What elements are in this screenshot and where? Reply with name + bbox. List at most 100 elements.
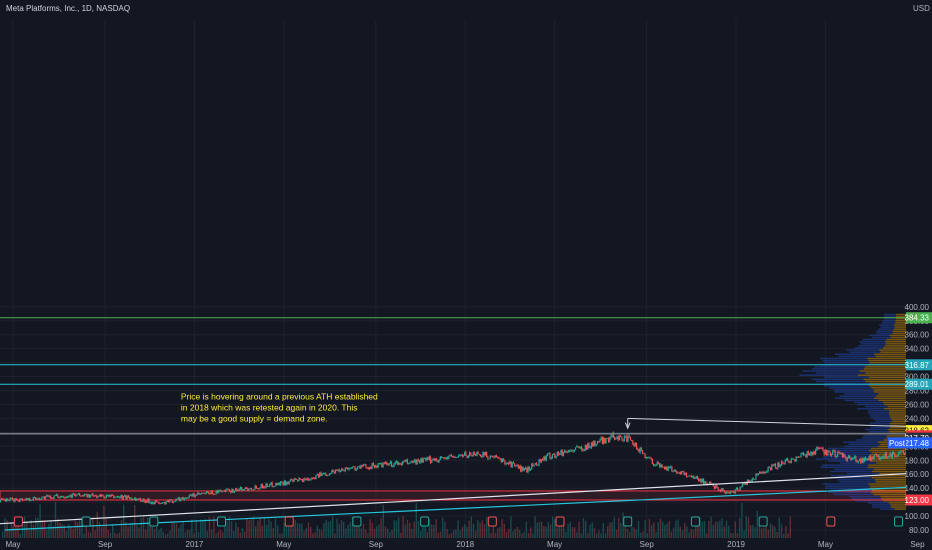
earnings-marker[interactable] — [284, 516, 294, 527]
candle-body — [570, 450, 572, 452]
candle-body — [627, 436, 629, 442]
x-tick-label: Sep — [910, 540, 925, 549]
candle-body — [476, 452, 478, 456]
volume-bar — [512, 531, 514, 538]
candle-body — [511, 462, 513, 468]
profile-bar — [869, 376, 906, 379]
earnings-marker[interactable] — [487, 516, 497, 527]
volume-bar — [510, 516, 512, 538]
candle-body — [672, 471, 674, 473]
volume-bar — [299, 523, 301, 538]
volume-bar — [651, 524, 653, 538]
volume-bar — [26, 521, 28, 538]
candle-body — [599, 439, 601, 442]
earnings-marker[interactable] — [13, 516, 23, 527]
volume-bar — [98, 521, 101, 538]
profile-bar — [863, 435, 887, 437]
volume-bar — [83, 533, 85, 538]
candle-body — [745, 482, 747, 485]
profile-bar — [871, 491, 906, 494]
post-price-tag-post — [888, 437, 906, 449]
volume-bar — [450, 532, 453, 538]
candle-body — [763, 472, 766, 474]
profile-bar — [820, 466, 868, 469]
profile-bar — [854, 401, 883, 404]
earnings-marker[interactable] — [894, 516, 904, 527]
volume-bar — [739, 517, 741, 538]
profile-bar — [859, 370, 906, 372]
volume-bar — [499, 526, 501, 538]
earnings-marker[interactable] — [149, 516, 159, 527]
candle-body — [305, 479, 307, 480]
candle-body — [768, 467, 770, 469]
candle-body — [16, 499, 19, 501]
profile-bar — [881, 497, 906, 500]
earnings-marker[interactable] — [623, 516, 633, 527]
time-axis[interactable]: MaySep2017MaySep2018MaySep2019MaySep2020… — [5, 540, 932, 549]
candle-body — [231, 489, 233, 493]
earnings-marker[interactable] — [826, 516, 836, 527]
candle-body — [288, 481, 290, 484]
earnings-marker[interactable] — [758, 516, 768, 527]
candle-body — [531, 463, 533, 470]
volume-bar — [587, 532, 589, 538]
profile-bar — [829, 451, 872, 454]
earnings-markers[interactable] — [13, 516, 932, 527]
candle-body — [791, 458, 794, 460]
candle-body — [377, 463, 379, 468]
candle-body — [565, 450, 567, 453]
volume-bar — [538, 521, 541, 538]
candle-body — [585, 444, 588, 450]
first-trendline[interactable] — [0, 423, 932, 528]
candle-body — [840, 453, 842, 455]
candle-body — [498, 457, 500, 459]
candle-body — [816, 446, 818, 450]
candle-body — [581, 447, 583, 450]
x-tick-label: May — [5, 540, 20, 549]
candle-body — [622, 439, 624, 441]
volume-bar — [195, 519, 197, 538]
volume-bar — [224, 519, 226, 538]
volume-bar — [281, 533, 283, 538]
earnings-marker[interactable] — [352, 516, 362, 527]
volume-bar — [398, 517, 400, 538]
earnings-marker[interactable] — [420, 516, 430, 527]
volume-bar — [574, 527, 576, 538]
profile-bar — [826, 485, 871, 487]
candle-body — [807, 451, 809, 455]
volume-bar — [695, 516, 697, 538]
candle-body — [886, 457, 889, 459]
volume-bar — [648, 518, 651, 538]
volume-bar — [479, 522, 481, 538]
profile-bar — [863, 378, 906, 381]
earnings-marker[interactable] — [555, 516, 565, 527]
candle-body — [600, 437, 602, 440]
horizontal-levels[interactable] — [0, 317, 906, 501]
candle-body — [815, 449, 817, 455]
candle-body — [780, 461, 783, 466]
candle-body — [147, 498, 149, 503]
earnings-marker[interactable] — [81, 516, 91, 527]
price-tag-316.87 — [906, 359, 932, 371]
profile-bar — [844, 399, 879, 402]
candle-body — [79, 493, 81, 496]
volume-bar — [532, 533, 534, 538]
profile-bar — [844, 445, 879, 448]
earnings-marker[interactable] — [690, 516, 700, 527]
profile-bar — [848, 495, 881, 498]
volume-bar — [393, 520, 395, 538]
candle-body — [127, 495, 129, 498]
candle-body — [125, 495, 127, 499]
volume-bar — [206, 531, 208, 538]
profile-bar — [867, 502, 889, 504]
profile-bar — [872, 489, 906, 492]
volume-bar — [714, 521, 717, 538]
candle-body — [612, 433, 614, 438]
profile-bar — [868, 464, 906, 466]
earnings-marker[interactable] — [217, 516, 227, 527]
candle-body — [113, 495, 115, 498]
volume-bar — [184, 532, 186, 538]
candle-body — [40, 498, 42, 500]
volume-bar — [151, 518, 153, 538]
